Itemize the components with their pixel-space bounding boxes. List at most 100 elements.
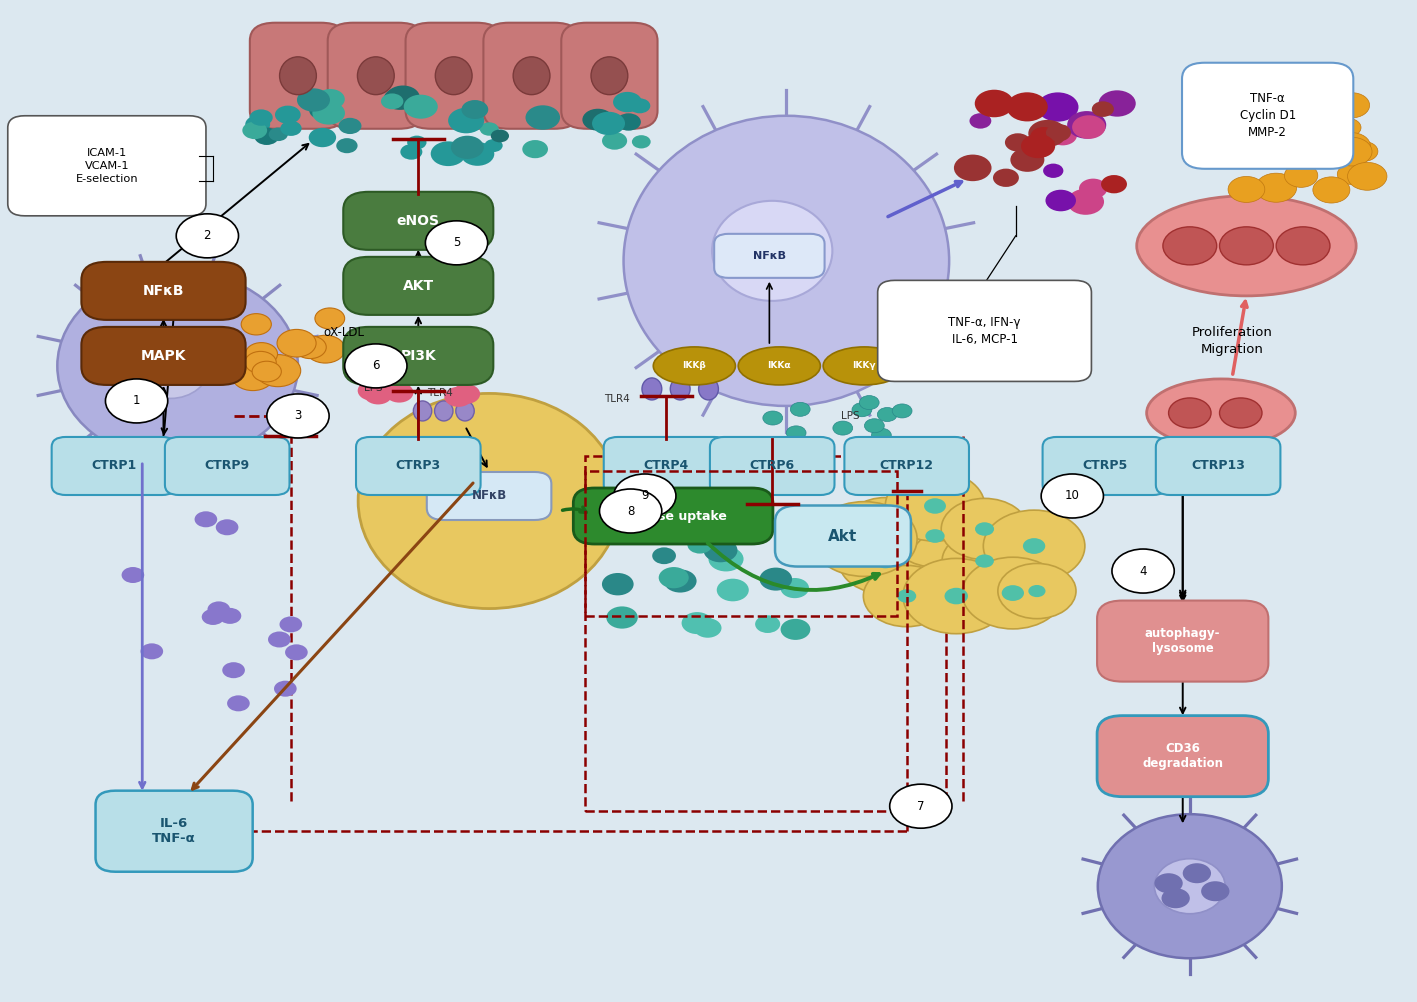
Circle shape xyxy=(252,361,282,382)
Circle shape xyxy=(1005,133,1030,151)
Circle shape xyxy=(1162,888,1190,908)
Circle shape xyxy=(357,381,385,401)
Circle shape xyxy=(599,489,662,533)
FancyBboxPatch shape xyxy=(427,472,551,520)
Circle shape xyxy=(1155,873,1183,893)
FancyBboxPatch shape xyxy=(327,23,424,129)
Ellipse shape xyxy=(699,378,718,400)
Circle shape xyxy=(1041,474,1104,518)
Circle shape xyxy=(242,121,268,139)
Circle shape xyxy=(839,528,932,594)
Circle shape xyxy=(279,616,302,632)
FancyBboxPatch shape xyxy=(81,262,245,320)
Circle shape xyxy=(717,579,748,601)
Circle shape xyxy=(266,394,329,438)
Circle shape xyxy=(606,606,638,628)
Circle shape xyxy=(983,510,1085,582)
Circle shape xyxy=(485,139,503,152)
Circle shape xyxy=(629,98,650,113)
Circle shape xyxy=(1023,538,1046,554)
Circle shape xyxy=(218,608,241,624)
Circle shape xyxy=(401,144,422,159)
Circle shape xyxy=(281,121,302,136)
Circle shape xyxy=(1332,132,1370,159)
Circle shape xyxy=(903,558,1009,633)
Circle shape xyxy=(1332,137,1372,166)
Text: TNF-α
Cyclin D1
MMP-2: TNF-α Cyclin D1 MMP-2 xyxy=(1240,92,1295,139)
Circle shape xyxy=(431,141,466,166)
Circle shape xyxy=(863,565,949,626)
Circle shape xyxy=(194,511,217,527)
Ellipse shape xyxy=(414,401,432,421)
Circle shape xyxy=(614,92,642,112)
Circle shape xyxy=(295,336,326,359)
Circle shape xyxy=(632,135,650,148)
Circle shape xyxy=(659,567,689,588)
Circle shape xyxy=(1010,147,1044,171)
Circle shape xyxy=(523,140,548,158)
Ellipse shape xyxy=(623,116,949,406)
Text: NFκB: NFκB xyxy=(143,284,184,298)
Circle shape xyxy=(694,618,721,637)
Circle shape xyxy=(309,101,334,119)
Circle shape xyxy=(760,567,792,590)
Circle shape xyxy=(122,567,145,583)
Ellipse shape xyxy=(357,57,394,94)
Text: 2: 2 xyxy=(204,229,211,242)
Circle shape xyxy=(1220,226,1274,265)
FancyBboxPatch shape xyxy=(714,233,825,278)
Circle shape xyxy=(687,536,713,553)
Circle shape xyxy=(339,118,361,134)
Text: IKKα: IKKα xyxy=(768,362,791,371)
Circle shape xyxy=(1277,226,1331,265)
Circle shape xyxy=(1220,398,1263,428)
Circle shape xyxy=(245,343,278,366)
Circle shape xyxy=(1306,89,1345,115)
Circle shape xyxy=(1238,140,1271,162)
Circle shape xyxy=(1255,173,1297,202)
FancyBboxPatch shape xyxy=(1156,437,1281,495)
Circle shape xyxy=(245,352,276,374)
Circle shape xyxy=(404,94,438,118)
Circle shape xyxy=(285,644,307,660)
FancyBboxPatch shape xyxy=(561,23,657,129)
Ellipse shape xyxy=(711,200,832,301)
Circle shape xyxy=(1305,93,1350,125)
Circle shape xyxy=(893,404,913,418)
Circle shape xyxy=(859,396,879,410)
FancyBboxPatch shape xyxy=(343,257,493,315)
Circle shape xyxy=(1348,162,1387,190)
Text: autophagy-
lysosome: autophagy- lysosome xyxy=(1145,627,1220,655)
Text: CD36
degradation: CD36 degradation xyxy=(1142,742,1223,771)
Circle shape xyxy=(1046,124,1071,141)
FancyBboxPatch shape xyxy=(775,505,911,566)
Ellipse shape xyxy=(57,271,298,461)
Circle shape xyxy=(941,498,1027,560)
Circle shape xyxy=(876,554,896,568)
Ellipse shape xyxy=(279,57,316,94)
Circle shape xyxy=(490,129,509,142)
Text: oX-LDL: oX-LDL xyxy=(323,327,364,340)
FancyBboxPatch shape xyxy=(249,23,346,129)
Circle shape xyxy=(833,421,853,435)
Circle shape xyxy=(993,168,1019,187)
Circle shape xyxy=(275,105,300,124)
Circle shape xyxy=(227,695,249,711)
Circle shape xyxy=(1277,121,1318,150)
Circle shape xyxy=(1029,120,1067,147)
Text: 4: 4 xyxy=(1139,564,1146,577)
Text: 7: 7 xyxy=(917,800,924,813)
Text: CTRP13: CTRP13 xyxy=(1192,460,1246,473)
Circle shape xyxy=(448,108,485,133)
Circle shape xyxy=(853,531,876,547)
Circle shape xyxy=(845,498,925,554)
Circle shape xyxy=(461,142,495,165)
Ellipse shape xyxy=(1098,815,1282,958)
Ellipse shape xyxy=(435,57,472,94)
Circle shape xyxy=(1229,176,1265,202)
Circle shape xyxy=(385,85,419,109)
FancyBboxPatch shape xyxy=(710,437,835,495)
Text: ICAM-1
VCAM-1
E-selection: ICAM-1 VCAM-1 E-selection xyxy=(75,148,139,183)
Circle shape xyxy=(1078,178,1107,198)
Text: IKKγ: IKKγ xyxy=(853,362,876,371)
